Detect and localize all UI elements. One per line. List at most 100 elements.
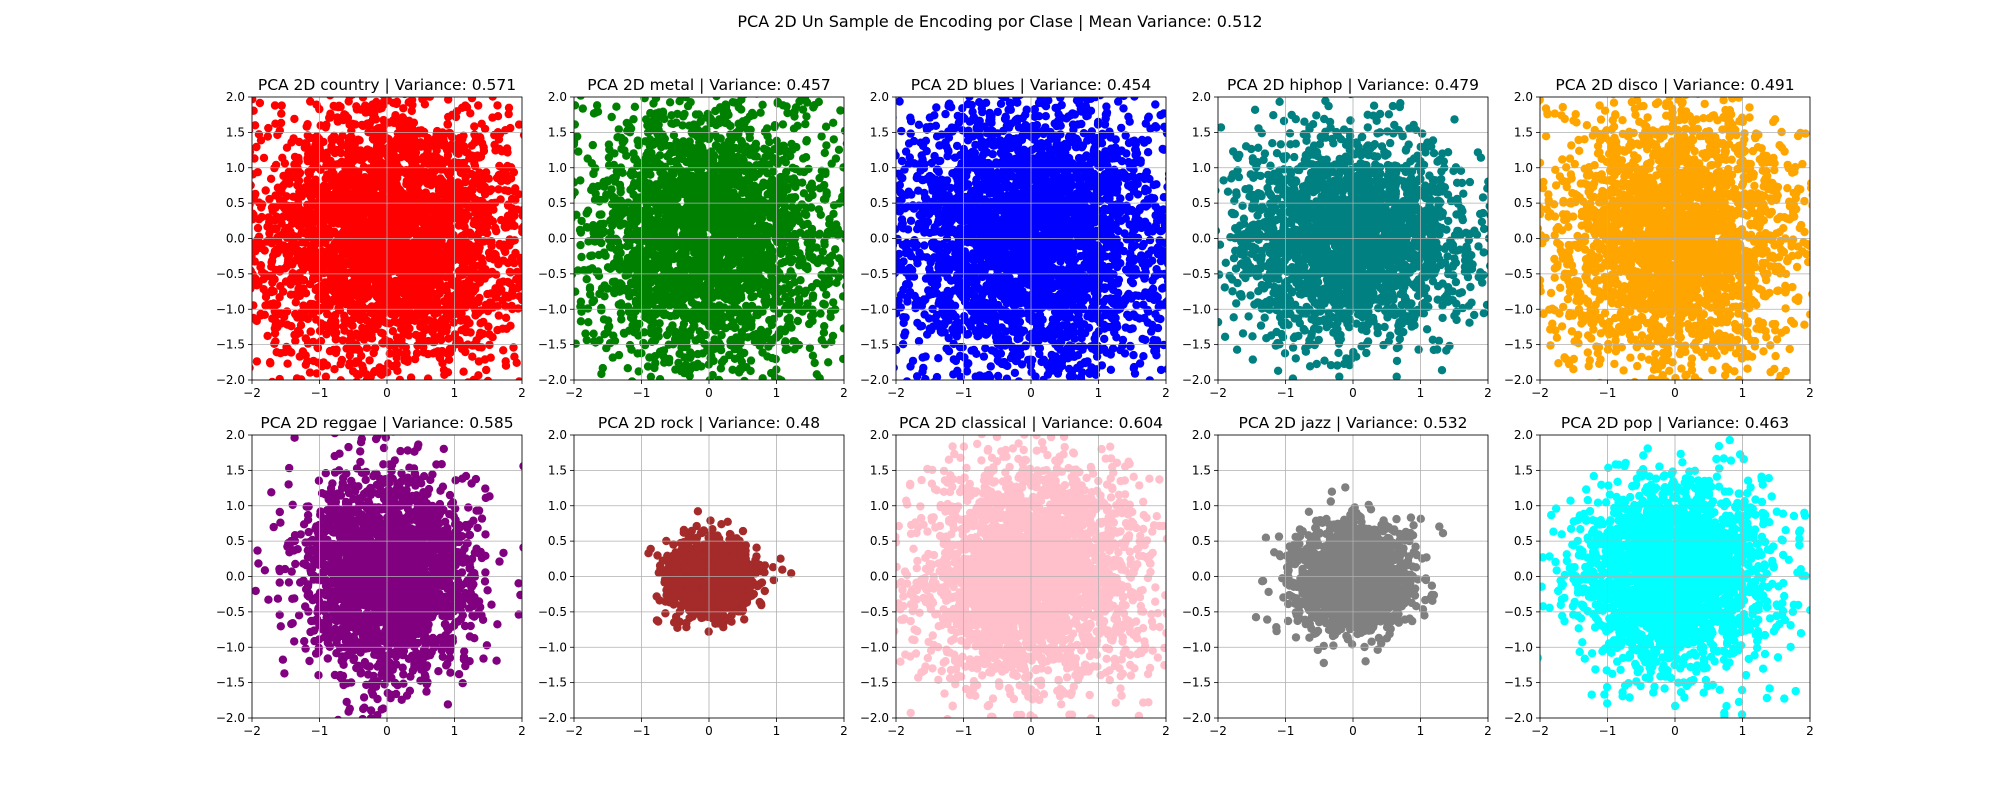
scatter-point <box>474 357 484 366</box>
scatter-point <box>292 330 301 339</box>
scatter-point <box>483 376 493 380</box>
scatter-point <box>378 338 387 348</box>
scatter-point <box>445 193 454 203</box>
scatter-point <box>321 372 331 380</box>
scatter-point <box>344 236 354 246</box>
scatter-point <box>432 143 441 152</box>
scatter-point <box>252 196 258 205</box>
scatter-point <box>315 326 325 336</box>
scatter-point <box>467 141 476 150</box>
scatter-point <box>346 216 355 225</box>
scatter-point <box>498 296 507 305</box>
scatter-point <box>260 246 269 255</box>
scatter-point <box>390 342 399 351</box>
scatter-point <box>318 295 327 304</box>
scatter-point <box>504 201 513 210</box>
scatter-point <box>446 274 456 283</box>
scatter-point <box>582 335 591 345</box>
scatter-point <box>356 146 365 155</box>
scatter-point <box>616 309 626 318</box>
scatter-point <box>563 213 571 221</box>
scatter-point <box>837 265 844 275</box>
scatter-point <box>389 184 398 193</box>
scatter-point <box>353 169 362 178</box>
scatter-point <box>740 376 749 380</box>
scatter-point <box>252 142 261 152</box>
scatter-point <box>352 369 361 379</box>
scatter-point <box>352 105 362 114</box>
scatter-point <box>432 298 442 307</box>
scatter-point <box>509 168 519 177</box>
scatter-point <box>455 202 464 212</box>
scatter-point <box>397 219 406 228</box>
scatter-point <box>301 238 310 248</box>
scatter-point <box>478 264 487 273</box>
scatter-point <box>521 310 522 315</box>
scatter-point <box>758 374 767 380</box>
scatter-point <box>338 295 347 304</box>
scatter-point <box>358 381 366 389</box>
scatter-point <box>483 209 493 218</box>
scatter-point <box>331 348 341 358</box>
scatter-point <box>472 209 481 218</box>
scatter-point <box>722 107 732 116</box>
scatter-point <box>465 228 474 237</box>
scatter-point <box>259 153 269 163</box>
scatter-point <box>293 181 302 190</box>
scatter-point <box>332 186 341 195</box>
scatter-point <box>436 335 446 345</box>
scatter-point <box>369 135 378 144</box>
scatter-point <box>263 132 272 141</box>
scatter-point <box>378 329 387 338</box>
scatter-point <box>299 301 308 310</box>
scatter-point <box>294 284 303 294</box>
scatter-point <box>325 302 334 311</box>
scatter-point <box>254 279 263 288</box>
scatter-point <box>275 265 285 274</box>
scatter-point <box>488 333 497 342</box>
scatter-point <box>351 245 360 254</box>
scatter-point <box>640 328 649 337</box>
scatter-point <box>442 326 451 336</box>
scatter-point <box>756 108 765 117</box>
scatter-point <box>291 336 300 346</box>
scatter-point <box>295 168 305 178</box>
scatter-points <box>563 97 844 388</box>
scatter-point <box>501 126 510 135</box>
scatter-point <box>344 294 354 303</box>
scatter-point <box>421 279 430 288</box>
scatter-point <box>689 380 697 388</box>
scatter-point <box>492 270 501 279</box>
scatter-point <box>479 237 488 246</box>
scatter-point <box>488 217 498 226</box>
scatter-point <box>524 181 532 189</box>
scatter-point <box>285 246 294 255</box>
scatter-point <box>387 310 396 319</box>
scatter-point <box>252 249 253 253</box>
scatter-point <box>323 323 332 332</box>
scatter-point <box>252 270 257 279</box>
scatter-point <box>285 179 294 188</box>
scatter-point <box>316 165 325 174</box>
scatter-point <box>655 375 665 380</box>
scatter-point <box>814 205 824 214</box>
scatter-point <box>474 298 483 307</box>
scatter-point <box>298 347 308 356</box>
scatter-point <box>347 163 356 172</box>
scatter-point <box>345 230 355 239</box>
scatter-point <box>342 246 351 256</box>
scatter-point <box>252 106 258 115</box>
scatter-point <box>623 364 632 373</box>
scatter-point <box>436 190 445 199</box>
scatter-point <box>298 220 307 229</box>
scatter-point <box>490 249 499 259</box>
scatter-point <box>259 285 268 294</box>
scatter-point <box>405 272 414 281</box>
scatter-point <box>328 136 337 146</box>
scatter-point <box>303 176 312 185</box>
scatter-point <box>413 155 422 164</box>
scatter-point <box>415 209 424 218</box>
scatter-point <box>502 164 511 173</box>
scatter-point <box>449 318 458 327</box>
scatter-point <box>366 151 375 160</box>
